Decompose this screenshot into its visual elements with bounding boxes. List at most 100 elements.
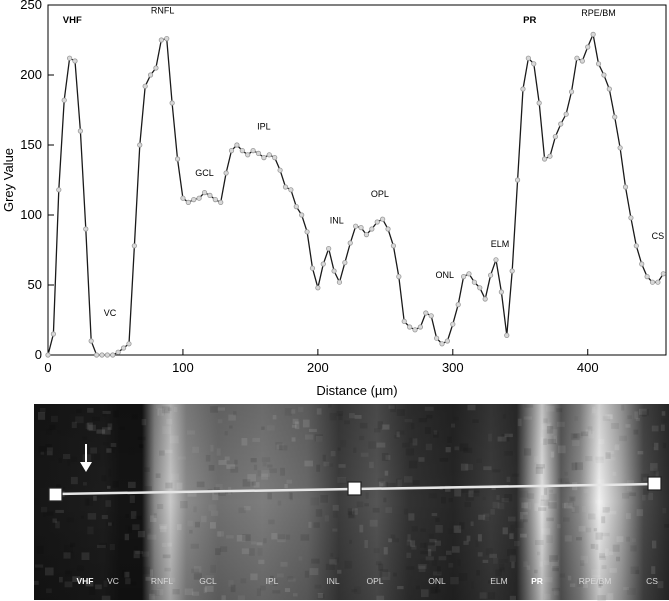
speckle bbox=[569, 496, 576, 502]
speckle bbox=[105, 500, 112, 507]
data-point bbox=[250, 148, 256, 154]
profile-line-start-handle[interactable] bbox=[48, 487, 63, 502]
speckle bbox=[352, 508, 358, 515]
speckle bbox=[141, 419, 147, 426]
speckle bbox=[593, 511, 599, 518]
speckle bbox=[162, 554, 171, 559]
speckle bbox=[72, 576, 81, 582]
speckle bbox=[133, 545, 139, 552]
oct-layer-label: RNFL bbox=[151, 576, 173, 586]
speckle bbox=[520, 512, 528, 520]
data-point bbox=[407, 324, 413, 330]
speckle bbox=[397, 479, 402, 487]
speckle bbox=[467, 404, 476, 411]
data-point bbox=[649, 279, 656, 285]
speckle bbox=[315, 435, 323, 442]
speckle bbox=[473, 484, 480, 493]
speckle bbox=[130, 511, 137, 519]
speckle bbox=[190, 543, 199, 549]
down-arrow-icon bbox=[80, 444, 92, 472]
speckle bbox=[521, 502, 528, 509]
speckle bbox=[552, 566, 559, 572]
speckle bbox=[70, 542, 76, 548]
speckle bbox=[395, 430, 405, 435]
speckle bbox=[277, 500, 282, 506]
speckle bbox=[251, 481, 256, 486]
speckle bbox=[431, 513, 438, 517]
speckle bbox=[472, 419, 479, 423]
speckle bbox=[571, 505, 580, 514]
speckle bbox=[553, 435, 558, 443]
speckle bbox=[258, 559, 265, 565]
speckle bbox=[45, 428, 52, 435]
speckle bbox=[499, 567, 505, 573]
speckle bbox=[226, 464, 236, 469]
speckle bbox=[86, 498, 93, 506]
speckle bbox=[124, 533, 129, 541]
speckle bbox=[276, 573, 284, 578]
x-tick-label: 400 bbox=[577, 360, 599, 375]
speckle bbox=[541, 528, 551, 535]
speckle bbox=[537, 551, 541, 556]
data-point bbox=[115, 349, 121, 355]
speckle bbox=[59, 576, 63, 583]
speckle bbox=[313, 522, 320, 528]
speckle bbox=[602, 507, 610, 513]
speckle bbox=[546, 517, 554, 522]
data-point bbox=[547, 153, 553, 159]
speckle bbox=[412, 480, 420, 486]
speckle bbox=[103, 580, 108, 587]
speckle bbox=[149, 569, 154, 577]
oct-layer-label: CS bbox=[646, 576, 658, 586]
data-point bbox=[255, 150, 262, 156]
speckle bbox=[557, 478, 563, 483]
speckle bbox=[546, 426, 554, 434]
speckle bbox=[420, 558, 430, 564]
speckle bbox=[294, 421, 300, 430]
speckle bbox=[85, 582, 94, 587]
speckle bbox=[328, 404, 332, 408]
speckle bbox=[406, 552, 412, 558]
speckle bbox=[424, 542, 429, 550]
speckle bbox=[187, 520, 193, 527]
data-point bbox=[541, 156, 548, 162]
profile-line-end-handle[interactable] bbox=[647, 476, 662, 491]
speckle bbox=[308, 428, 317, 432]
speckle bbox=[291, 424, 297, 428]
data-point bbox=[201, 190, 208, 196]
speckle bbox=[210, 510, 219, 516]
speckle bbox=[580, 560, 585, 566]
speckle bbox=[208, 504, 217, 511]
speckle bbox=[541, 479, 550, 486]
speckle bbox=[504, 494, 513, 502]
speckle bbox=[546, 535, 553, 543]
speckle bbox=[425, 443, 433, 451]
speckle bbox=[661, 411, 666, 416]
speckle bbox=[268, 519, 275, 525]
speckle bbox=[81, 552, 90, 560]
data-point bbox=[358, 225, 364, 231]
speckle bbox=[548, 502, 557, 509]
speckle bbox=[526, 565, 531, 570]
speckle bbox=[374, 428, 381, 433]
speckle bbox=[454, 489, 462, 497]
speckle bbox=[459, 522, 465, 530]
data-point bbox=[245, 152, 251, 158]
speckle bbox=[548, 422, 552, 426]
data-point bbox=[423, 310, 429, 316]
oct-layer-labels: VHF VC RNFL GCL IPL INL OPL ONL ELM PR RPE/BM CS bbox=[77, 576, 659, 586]
speckle bbox=[380, 481, 389, 487]
speckle bbox=[653, 442, 659, 451]
speckle bbox=[329, 559, 337, 565]
speckle bbox=[607, 414, 613, 420]
speckle bbox=[212, 492, 219, 501]
speckle bbox=[308, 521, 312, 528]
speckle bbox=[241, 548, 250, 555]
speckle bbox=[504, 433, 513, 438]
profile-line-mid-handle[interactable] bbox=[347, 481, 362, 496]
speckle bbox=[284, 408, 292, 416]
data-point bbox=[622, 184, 629, 190]
speckle bbox=[543, 418, 548, 423]
speckle bbox=[563, 517, 570, 522]
speckle bbox=[191, 568, 200, 574]
